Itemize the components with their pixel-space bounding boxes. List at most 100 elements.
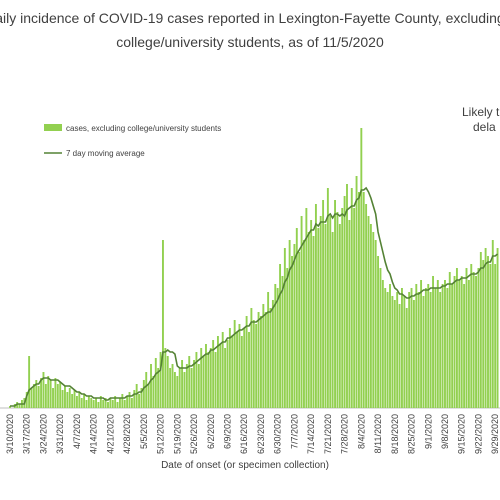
bar: [200, 348, 203, 408]
bar: [49, 380, 52, 408]
bar: [221, 332, 224, 408]
bar: [412, 300, 415, 408]
x-tick-label: 9/22/2020: [473, 414, 483, 454]
bar: [467, 280, 470, 408]
bar: [336, 212, 339, 408]
bar: [207, 352, 210, 408]
bar: [226, 340, 229, 408]
bar: [487, 256, 489, 408]
bar: [295, 228, 298, 408]
bar: [162, 240, 164, 408]
bar: [396, 292, 399, 408]
bar: [314, 204, 317, 408]
bar: [441, 284, 444, 408]
x-tick-label: 3/17/2020: [22, 414, 32, 454]
x-tick-label: 8/11/2020: [373, 414, 383, 453]
bar: [274, 284, 277, 408]
bar: [104, 398, 107, 408]
bar: [319, 216, 322, 408]
bar: [381, 280, 384, 408]
bar: [496, 248, 499, 408]
bar: [465, 268, 468, 408]
bar: [405, 308, 408, 408]
bar: [276, 288, 279, 408]
bar: [123, 400, 126, 408]
bar: [114, 396, 117, 408]
bar: [369, 224, 372, 408]
bar: [188, 356, 191, 408]
bar: [312, 236, 315, 408]
bar: [484, 248, 487, 408]
bar: [300, 216, 303, 408]
bar: [391, 296, 394, 408]
bar: [78, 392, 81, 408]
bar: [233, 320, 236, 408]
bar: [212, 340, 215, 408]
bar: [255, 324, 258, 408]
bar: [71, 394, 74, 408]
x-tick-label: 6/9/2020: [222, 414, 232, 449]
bar: [40, 378, 43, 408]
bar: [171, 364, 174, 408]
bar: [183, 372, 186, 408]
bar: [159, 352, 162, 408]
bar: [271, 300, 274, 408]
bar: [305, 208, 308, 408]
x-tick-label: 7/7/2020: [289, 414, 299, 449]
x-tick-label: 9/15/2020: [457, 414, 467, 454]
bar: [322, 200, 325, 408]
moving-average-line: [10, 186, 499, 407]
bar: [25, 392, 28, 408]
bar: [75, 396, 78, 408]
x-tick-label: 7/21/2020: [323, 414, 333, 454]
bar: [491, 240, 494, 408]
bar: [118, 398, 121, 408]
bar: [205, 344, 207, 408]
bar: [150, 364, 152, 408]
bar: [18, 404, 21, 408]
bar: [30, 388, 33, 408]
bar: [142, 380, 145, 408]
bar: [121, 394, 124, 408]
bar: [61, 390, 64, 408]
bar: [231, 336, 234, 408]
x-axis-title: Date of onset (or specimen collection): [161, 460, 329, 471]
bar: [80, 398, 83, 408]
bar: [9, 406, 11, 408]
x-tick-label: 7/14/2020: [306, 414, 316, 454]
x-tick-label: 4/21/2020: [105, 414, 115, 454]
bar: [398, 304, 401, 408]
bar: [190, 368, 193, 408]
bar: [458, 280, 461, 408]
bar: [286, 268, 289, 408]
bar: [384, 288, 387, 408]
bar: [97, 402, 100, 408]
bar: [455, 268, 458, 408]
bar: [298, 252, 301, 408]
bar: [348, 220, 351, 408]
bar: [83, 394, 86, 408]
bar: [324, 224, 327, 408]
bar: [28, 356, 31, 408]
bar: [489, 264, 492, 408]
bar: [166, 356, 169, 408]
bar: [346, 184, 348, 408]
bar: [197, 364, 200, 408]
bar: [432, 276, 434, 408]
bar: [329, 216, 332, 408]
bar: [164, 348, 167, 408]
bar: [303, 240, 305, 408]
bar: [140, 388, 143, 408]
x-tick-label: 8/4/2020: [356, 414, 366, 449]
bar: [479, 252, 482, 408]
bar: [451, 284, 454, 408]
x-tick-label: 5/5/2020: [139, 414, 149, 449]
bar: [32, 384, 35, 408]
bar: [360, 128, 363, 408]
bar: [446, 288, 449, 408]
bar: [448, 272, 451, 408]
x-tick-label: 9/29/2020: [490, 414, 500, 454]
bar: [37, 386, 40, 408]
bar: [157, 368, 160, 408]
